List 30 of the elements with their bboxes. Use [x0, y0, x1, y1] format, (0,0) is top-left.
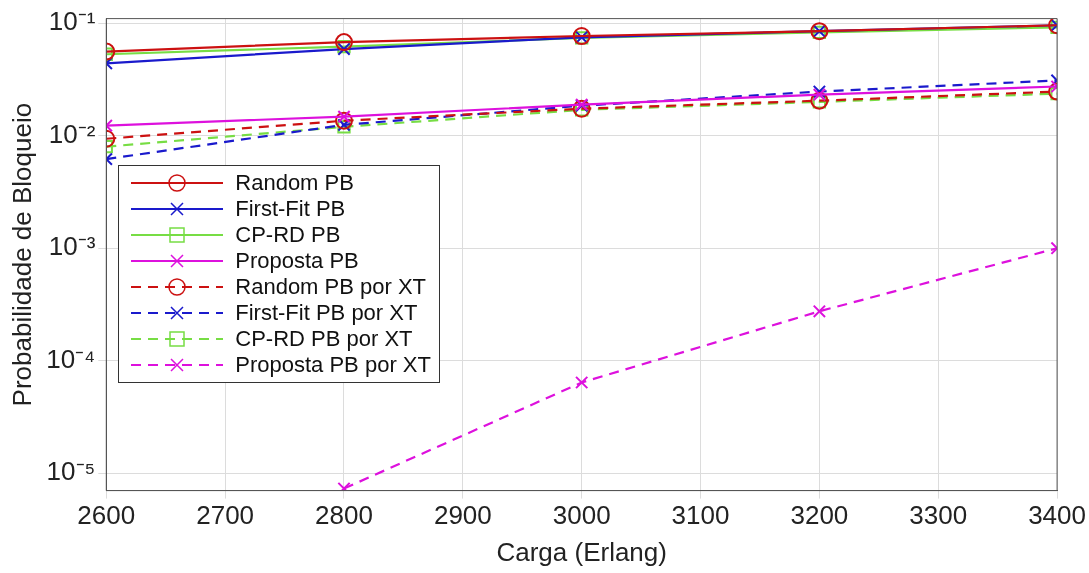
x-tick-label: 3300 [909, 500, 968, 531]
x-tick-label: 2600 [77, 500, 136, 531]
legend-label: CP-RD PB [235, 221, 341, 248]
legend-label: First-Fit PB [235, 195, 346, 222]
legend-label: Proposta PB por XT [235, 351, 431, 378]
point [810, 91, 829, 110]
x-axis-title: Carga (Erlang) [496, 536, 667, 567]
legend-label: Proposta PB [235, 247, 359, 274]
x-tick-label: 3200 [790, 500, 849, 531]
point [572, 99, 591, 118]
legend-label: First-Fit PB por XT [235, 299, 418, 326]
point [812, 304, 827, 318]
legend-label: CP-RD PB por XT [235, 325, 413, 352]
x-tick-label: 2800 [315, 500, 373, 531]
point [812, 95, 827, 109]
point [575, 375, 589, 390]
y-tick-label: 10⁻² [48, 118, 96, 149]
legend-label: Random PB por XT [235, 273, 427, 300]
x-tick-label: 3100 [671, 500, 730, 531]
legend-label: Random PB [235, 169, 354, 196]
point [337, 109, 351, 124]
x-tick-label: 3400 [1028, 500, 1086, 531]
y-tick-label: 10⁻⁵ [46, 456, 96, 487]
x-tick-label: 3000 [552, 500, 611, 531]
y-tick-label: 10⁻¹ [48, 6, 96, 37]
x-tick-label: 2900 [433, 500, 492, 531]
y-tick-label: 10⁻⁴ [46, 343, 96, 374]
y-axis-title: Probabilidade de Bloqueio [6, 102, 37, 407]
x-tick-label: 2700 [196, 500, 255, 531]
y-tick-label: 10⁻³ [48, 231, 96, 262]
